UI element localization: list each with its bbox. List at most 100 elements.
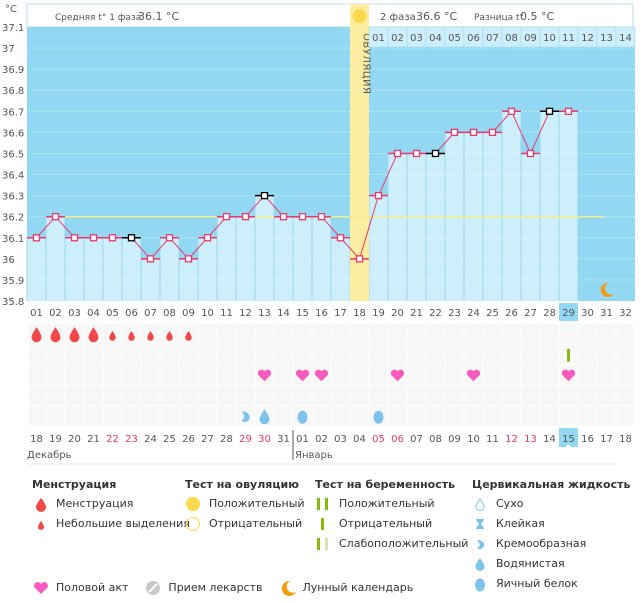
cycle-day-label: 31 [600, 308, 613, 319]
cycle-day-label: 11 [220, 308, 233, 319]
drop-icon [32, 496, 50, 512]
legend-label: Клейкая [496, 517, 545, 530]
cycle-day-label: 04 [87, 308, 100, 319]
temp-point [203, 234, 212, 242]
calendar-date-label: 12 [505, 434, 518, 445]
watery-icon [472, 556, 490, 572]
legend-label: Сухо [496, 497, 524, 510]
calendar-date-label: 19 [49, 434, 62, 445]
spotting-drop-icon [128, 331, 135, 341]
y-tick-label: 36.1 [2, 234, 24, 245]
legend-item: Водянистая [472, 554, 630, 574]
cycle-day-label: 28 [543, 308, 556, 319]
legend: Менструация Менструация Небольшие выделе… [0, 476, 644, 598]
calendar-date-label: 20 [68, 434, 81, 445]
filled-circle-icon [185, 496, 203, 512]
cycle-day-label: 17 [334, 308, 347, 319]
temp-point [279, 213, 288, 221]
today-pointer [565, 444, 572, 447]
month-label: Январь [295, 450, 333, 461]
cycle-day-label: 23 [448, 308, 461, 319]
temp-bar [103, 237, 122, 301]
today-highlight [559, 303, 578, 321]
temp-point [526, 149, 535, 158]
phase2-value: 36.6 °C [416, 10, 457, 23]
legend-menstruation: Менструация Менструация Небольшие выделе… [32, 476, 190, 534]
calendar-date-label: 21 [87, 434, 100, 445]
legend-title: Менструация [32, 478, 117, 491]
temp-bar [388, 153, 407, 301]
temp-point [184, 255, 193, 263]
cycle-day-label: 15 [296, 308, 309, 319]
faint-lines-icon [315, 536, 333, 552]
spotting-drop-icon [147, 331, 154, 341]
y-tick-label: 36.8 [2, 86, 24, 97]
cycle-day-label: 09 [182, 308, 195, 319]
y-tick-label: 36.7 [2, 107, 24, 118]
temp-bar [369, 195, 388, 301]
calendar-date-label: 11 [486, 434, 499, 445]
legend-label: Отрицательный [209, 517, 303, 530]
temp-bar [274, 216, 293, 301]
temp-point [507, 107, 516, 115]
heart-icon [32, 580, 50, 596]
temp-bar [502, 111, 521, 301]
temp-point [469, 128, 478, 137]
temp-point [70, 234, 79, 242]
cycle-day-label: 20 [391, 308, 404, 319]
temp-bar [160, 237, 179, 301]
legend-label: Небольшие выделения [56, 517, 190, 530]
temp-bar [141, 258, 160, 301]
calendar-date-label: 05 [372, 434, 385, 445]
temp-point [488, 128, 497, 137]
legend-item: Слабоположительный [315, 534, 468, 554]
spotting-drop-icon [109, 331, 116, 341]
legend-cervical-fluid: Цервикальная жидкость Сухо Клейкая Кремо… [472, 476, 630, 594]
legend-item: Половой акт [32, 578, 128, 598]
temp-bar [426, 153, 445, 301]
month-label: Декабрь [27, 450, 72, 461]
post-ovulation-day-label: 06 [467, 33, 480, 44]
y-tick-label: 37.1 [2, 23, 24, 34]
temp-point [32, 234, 41, 242]
menstruation-drop-icon [69, 327, 80, 343]
temp-point [336, 234, 345, 242]
legend-title: Тест на беременность [315, 478, 456, 491]
y-tick-label: 35.9 [2, 276, 24, 287]
legend-label: Отрицательный [339, 517, 433, 530]
temp-bar [407, 153, 426, 301]
legend-item: Яичный белок [472, 574, 630, 594]
spotting-drop-icon [185, 331, 192, 341]
calendar-date-label: 08 [429, 434, 442, 445]
cycle-day-label: 21 [410, 308, 423, 319]
calendar-date-label: 10 [467, 434, 480, 445]
calendar-date-label: 03 [334, 434, 347, 445]
temp-point [51, 213, 60, 221]
heart-icon [561, 369, 576, 382]
calendar-date-label: 22 [106, 434, 119, 445]
temp-bar [217, 216, 236, 301]
legend-label: Лунный календарь [302, 581, 414, 594]
post-ovulation-day-label: 08 [505, 33, 518, 44]
cycle-day-label: 30 [581, 308, 594, 319]
calendar-date-label: 13 [524, 434, 537, 445]
calendar-date-label: 09 [448, 434, 461, 445]
empty-circle-icon [185, 516, 203, 532]
heart-icon [466, 369, 481, 382]
legend-label: Кремообразная [496, 537, 587, 550]
dry-icon [472, 496, 490, 512]
legend-label: Положительный [209, 497, 305, 510]
cycle-day-label: 24 [467, 308, 480, 319]
legend-ovulation-test: Тест на овуляцию Положительный Отрицател… [185, 476, 305, 534]
temp-bar [540, 111, 559, 301]
calendar-date-label: 17 [600, 434, 613, 445]
cycle-day-label: 05 [106, 308, 119, 319]
calendar-date-label: 27 [201, 434, 214, 445]
calendar-date-label: 25 [163, 434, 176, 445]
egg-white-icon [373, 410, 384, 424]
heart-icon [390, 369, 405, 382]
cycle-day-label: 01 [30, 308, 43, 319]
bbt-chart: °C Средняя t° 1 фаза 36.1 °C 2 фаза 36.6… [2, 3, 636, 465]
temp-point [431, 149, 440, 158]
legend-item: Прием лекарств [144, 578, 263, 598]
